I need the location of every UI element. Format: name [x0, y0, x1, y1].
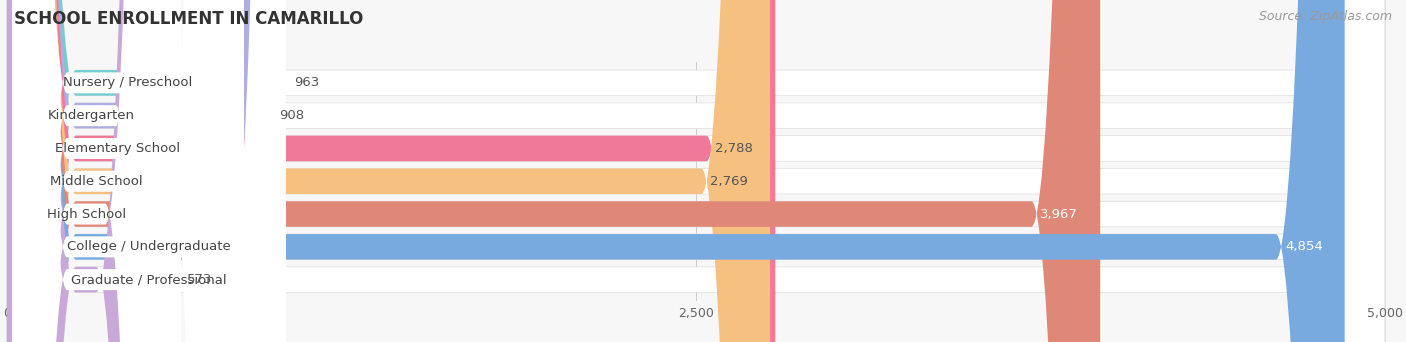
FancyBboxPatch shape [7, 0, 1385, 342]
FancyBboxPatch shape [7, 0, 1385, 342]
Text: 573: 573 [187, 273, 212, 286]
Text: Source: ZipAtlas.com: Source: ZipAtlas.com [1258, 10, 1392, 23]
Text: 908: 908 [280, 109, 305, 122]
FancyBboxPatch shape [13, 0, 245, 342]
FancyBboxPatch shape [7, 0, 1385, 342]
Text: Middle School: Middle School [51, 175, 143, 188]
FancyBboxPatch shape [13, 0, 285, 342]
Text: Elementary School: Elementary School [55, 142, 180, 155]
FancyBboxPatch shape [7, 0, 770, 342]
Text: Nursery / Preschool: Nursery / Preschool [63, 76, 193, 89]
FancyBboxPatch shape [13, 0, 224, 342]
Text: 2,788: 2,788 [716, 142, 754, 155]
FancyBboxPatch shape [7, 0, 1385, 342]
FancyBboxPatch shape [7, 0, 273, 342]
Text: Kindergarten: Kindergarten [48, 109, 135, 122]
FancyBboxPatch shape [7, 0, 165, 342]
FancyBboxPatch shape [13, 0, 160, 342]
Text: 4,854: 4,854 [1285, 240, 1323, 253]
Text: SCHOOL ENROLLMENT IN CAMARILLO: SCHOOL ENROLLMENT IN CAMARILLO [14, 10, 363, 28]
FancyBboxPatch shape [13, 0, 181, 342]
FancyBboxPatch shape [7, 0, 1101, 342]
FancyBboxPatch shape [7, 0, 257, 342]
Text: 963: 963 [294, 76, 319, 89]
FancyBboxPatch shape [13, 0, 285, 342]
FancyBboxPatch shape [13, 0, 170, 342]
FancyBboxPatch shape [7, 0, 1344, 342]
FancyBboxPatch shape [7, 0, 1385, 342]
FancyBboxPatch shape [7, 0, 1385, 342]
Text: College / Undergraduate: College / Undergraduate [67, 240, 231, 253]
Text: Graduate / Professional: Graduate / Professional [72, 273, 226, 286]
Text: 2,769: 2,769 [710, 175, 748, 188]
Text: High School: High School [46, 208, 125, 221]
FancyBboxPatch shape [7, 0, 775, 342]
FancyBboxPatch shape [7, 0, 1385, 342]
Text: 3,967: 3,967 [1040, 208, 1078, 221]
